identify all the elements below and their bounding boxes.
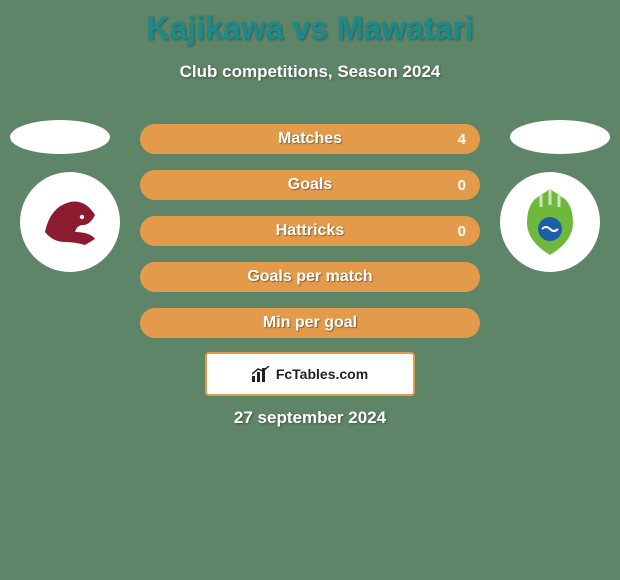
stat-label: Matches	[194, 130, 426, 148]
page-title: Kajikawa vs Mawatari	[0, 10, 620, 47]
team-left-crest	[20, 172, 120, 272]
chart-icon	[252, 366, 270, 382]
date-label: 27 september 2024	[0, 408, 620, 428]
stat-right-value: 0	[426, 223, 466, 240]
stat-row: Matches4	[140, 124, 480, 154]
crest-left-icon	[35, 187, 105, 257]
team-right-crest	[500, 172, 600, 272]
source-badge: FcTables.com	[205, 352, 415, 396]
stat-label: Hattricks	[194, 222, 426, 240]
crest-right-icon	[513, 185, 587, 259]
comparison-card: Kajikawa vs Mawatari Club competitions, …	[0, 0, 620, 580]
country-flag-left	[10, 120, 110, 154]
country-flag-right	[510, 120, 610, 154]
stat-right-value: 0	[426, 177, 466, 194]
source-text: FcTables.com	[276, 366, 368, 382]
stat-row: Goals0	[140, 170, 480, 200]
stat-right-value: 4	[426, 131, 466, 148]
subtitle: Club competitions, Season 2024	[0, 62, 620, 82]
stat-label: Goals per match	[194, 268, 426, 286]
stat-label: Min per goal	[194, 314, 426, 332]
stat-row: Min per goal	[140, 308, 480, 338]
stat-row: Hattricks0	[140, 216, 480, 246]
stat-row: Goals per match	[140, 262, 480, 292]
stat-label: Goals	[194, 176, 426, 194]
